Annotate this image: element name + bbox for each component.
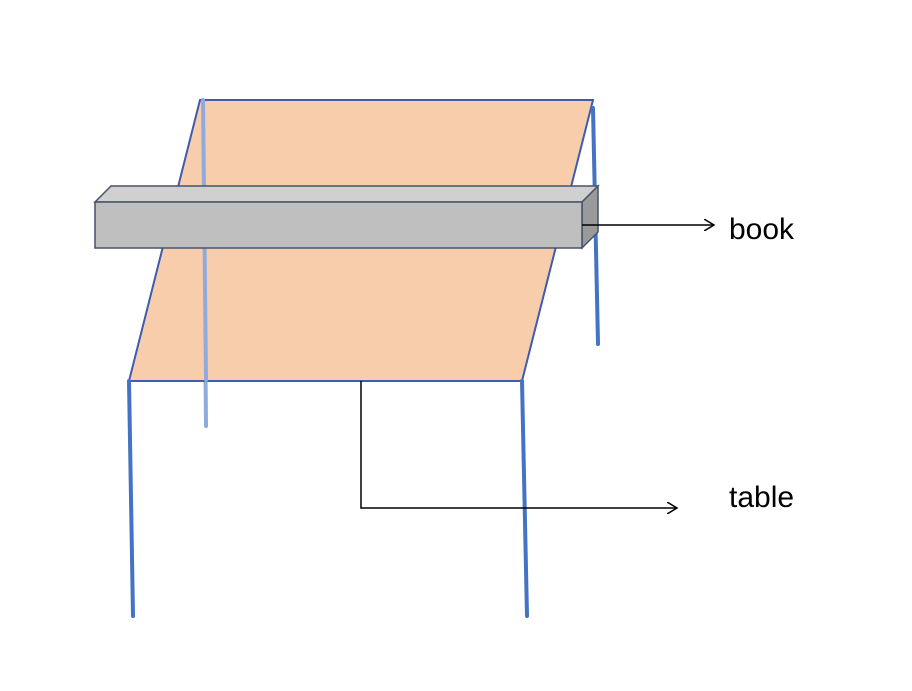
book-top-face — [93, 185, 600, 203]
table-label: table — [729, 481, 795, 514]
table-leg-front-right — [520, 379, 529, 618]
table-leg-front-left — [127, 379, 135, 618]
table-arrow — [360, 381, 677, 508]
book-front-face — [94, 201, 583, 249]
book-label: book — [729, 213, 795, 246]
